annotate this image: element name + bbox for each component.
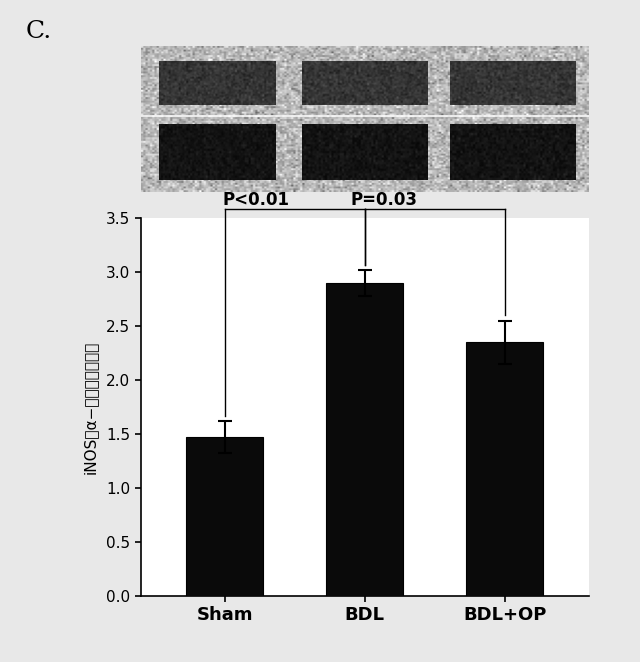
Text: P=0.03: P=0.03 <box>351 191 417 209</box>
Bar <box>467 342 543 596</box>
Bar <box>186 438 263 596</box>
Bar <box>326 283 403 596</box>
Y-axis label: iNOS／α−チューブリン比: iNOS／α−チューブリン比 <box>83 340 98 474</box>
Text: P<0.01: P<0.01 <box>223 191 289 209</box>
Text: C.: C. <box>26 20 52 43</box>
